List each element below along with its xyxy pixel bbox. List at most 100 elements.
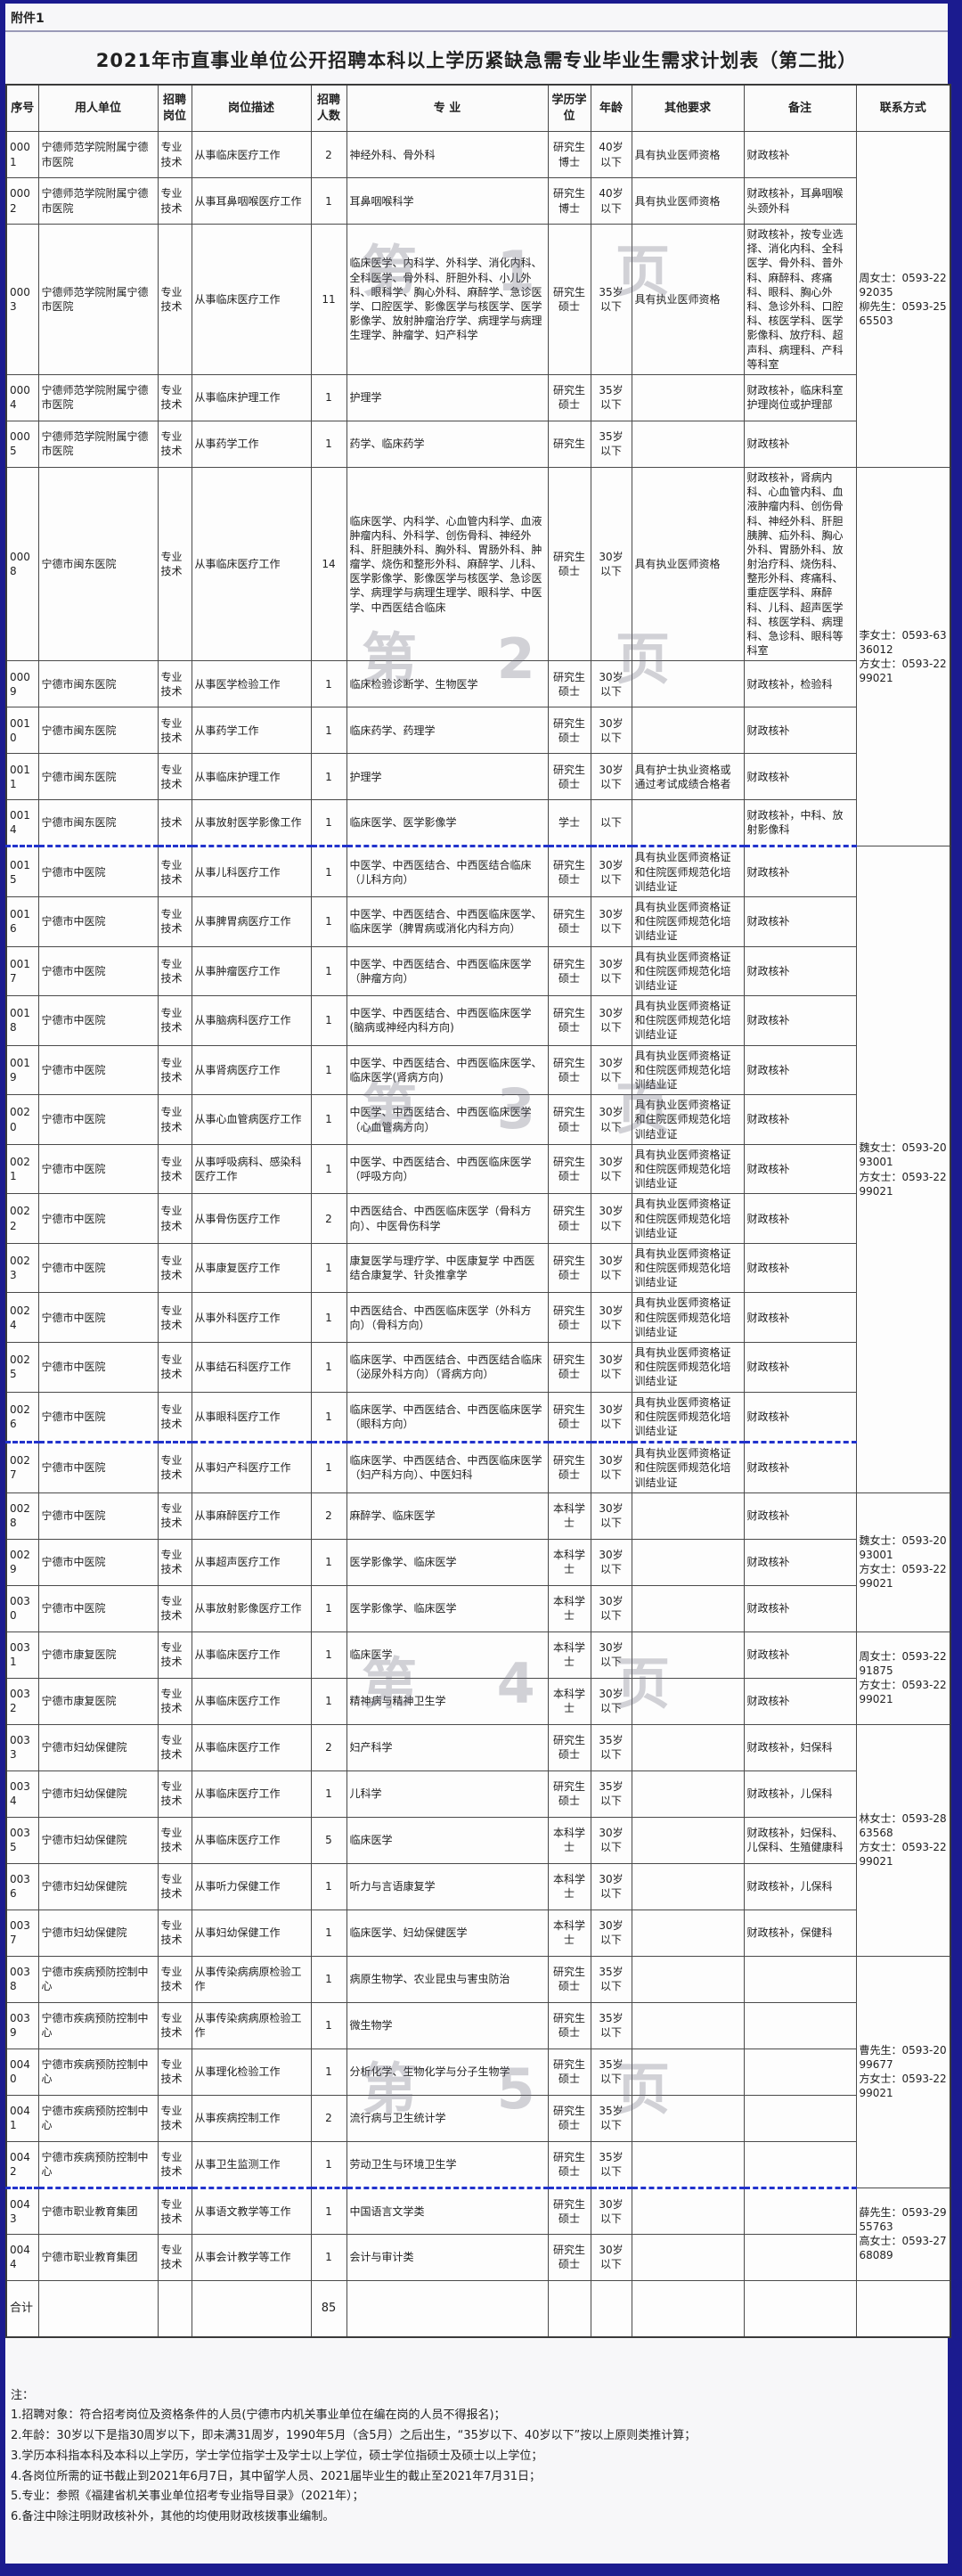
cell-id: 0010 bbox=[5, 707, 39, 755]
cell-post: 专业技术 bbox=[157, 895, 192, 947]
cell-post: 专业技术 bbox=[157, 1538, 192, 1586]
cell-contact: 薛先生：0593-2955763 高女士：0593-2768089 bbox=[855, 2187, 951, 2281]
cell-degree: 研究生硕士 bbox=[547, 753, 591, 801]
cell-unit: 宁德市中医院 bbox=[37, 1391, 159, 1444]
cell-post: 专业技术 bbox=[157, 707, 192, 755]
col-header-unit: 用人单位 bbox=[37, 84, 159, 133]
cell-degree: 研究生博士 bbox=[547, 177, 591, 225]
cell-duty: 从事传染病病原检验工作 bbox=[191, 1955, 312, 2003]
table-row: 0040 宁德市疾病预防控制中心 专业技术 从事理化检验工作 1 分析化学、生物化学与分子… bbox=[5, 2048, 950, 2096]
cell-degree: 研究生硕士 bbox=[547, 1044, 591, 1096]
cell-age: 30岁以下 bbox=[590, 660, 632, 708]
cell-note: 财政核补 bbox=[743, 1538, 857, 1586]
cell-note: 财政核补，妇保科 bbox=[743, 1723, 857, 1771]
cell-note: 财政核补 bbox=[743, 1094, 857, 1145]
cell-count: 1 bbox=[310, 420, 347, 468]
cell-unit: 宁德师范学院附属宁德市医院 bbox=[37, 224, 159, 375]
cell-note: 财政核补 bbox=[743, 1677, 857, 1725]
cell-degree: 本科学士 bbox=[547, 1862, 591, 1910]
cell-id: 0029 bbox=[5, 1538, 39, 1586]
cell-major: 中西医结合、中西医临床医学（外科方向）（骨科方向） bbox=[346, 1292, 549, 1344]
total-label: 合计 bbox=[5, 2279, 39, 2338]
cell-degree: 研究生硕士 bbox=[547, 1770, 591, 1818]
table-row: 0030 宁德市中医院 专业技术 从事放射影像医疗工作 1 医学影像学、临床医学 本科学士 3… bbox=[5, 1584, 950, 1632]
cell-major: 中医学、中西医结合、中西医临床医学(脑病或神经内科方向) bbox=[346, 995, 549, 1046]
table-row: 0019 宁德市中医院 专业技术 从事肾病医疗工作 1 中医学、中西医结合、中西医临床医学… bbox=[5, 1044, 950, 1096]
cell-other: 具有执业医师资格证和住院医师规范化培训结业证 bbox=[631, 1292, 745, 1344]
cell-other: 具有执业医师资格证和住院医师规范化培训结业证 bbox=[631, 846, 745, 897]
cell-degree: 研究生硕士 bbox=[547, 895, 591, 947]
table-row: 0004 宁德师范学院附属宁德市医院 专业技术 从事临床护理工作 1 护理学 研究生硕士 35… bbox=[5, 373, 950, 421]
cell-duty: 从事临床医疗工作 bbox=[191, 1631, 312, 1679]
cell-note: 财政核补，中科、放射影像科 bbox=[743, 799, 857, 848]
table-row: 0005 宁德师范学院附属宁德市医院 专业技术 从事药学工作 1 药学、临床药学 研究生 35… bbox=[5, 420, 950, 468]
cell-unit: 宁德市中医院 bbox=[37, 846, 159, 897]
cell-other bbox=[631, 2001, 745, 2049]
cell-post: 专业技术 bbox=[157, 1391, 192, 1444]
cell-degree: 学士 bbox=[547, 799, 591, 848]
cell-major: 听力与言语康复学 bbox=[346, 1862, 549, 1910]
total-empty-cell bbox=[547, 2279, 591, 2338]
cell-age: 35岁以下 bbox=[590, 1723, 632, 1771]
cell-age: 30岁以下 bbox=[590, 2233, 632, 2281]
table-row: 0010 宁德市闽东医院 专业技术 从事药学工作 1 临床药学、药理学 研究生硕士 30岁以下… bbox=[5, 707, 950, 755]
recruitment-table: 序号 用人单位 招聘岗位 岗位描述 招聘人数 专 业 学历学位 年龄 其他要求 … bbox=[5, 84, 951, 2338]
footnote-line: 4.各岗位所需的证书截止到2021年6月7日，其中留学人员、2021届毕业生的截… bbox=[11, 2469, 542, 2483]
cell-note: 财政核补，保健科 bbox=[743, 1909, 857, 1957]
total-empty-cell bbox=[590, 2279, 632, 2338]
cell-unit: 宁德市中医院 bbox=[37, 1538, 159, 1586]
col-header-id: 序号 bbox=[5, 84, 39, 133]
cell-count: 2 bbox=[310, 1723, 347, 1771]
cell-major: 临床医学、内科学、外科学、消化内科、全科医学、骨外科、肝胆外科、小儿外科、眼科学… bbox=[346, 224, 549, 375]
cell-id: 0024 bbox=[5, 1292, 39, 1344]
cell-note: 财政核补 bbox=[743, 420, 857, 468]
cell-post: 专业技术 bbox=[157, 2140, 192, 2189]
cell-contact: 魏女士：0593-2093001 方女士：0593-2299021 bbox=[855, 1492, 951, 1632]
cell-duty: 从事卫生监测工作 bbox=[191, 2140, 312, 2189]
cell-count: 1 bbox=[310, 1391, 347, 1444]
cell-contact: 魏女士：0593-2093001 方女士：0593-2299021 bbox=[855, 846, 951, 1493]
cell-id: 0004 bbox=[5, 373, 39, 421]
cell-unit: 宁德市疾病预防控制中心 bbox=[37, 2001, 159, 2049]
table-body: 0001 宁德师范学院附属宁德市医院 专业技术 从事临床医疗工作 2 神经外科、骨外科 研究… bbox=[5, 131, 951, 2281]
cell-id: 0017 bbox=[5, 945, 39, 997]
cell-age: 30岁以下 bbox=[590, 945, 632, 997]
cell-id: 0035 bbox=[5, 1816, 39, 1864]
cell-age: 35岁以下 bbox=[590, 1770, 632, 1818]
cell-other bbox=[631, 1723, 745, 1771]
cell-age: 30岁以下 bbox=[590, 1094, 632, 1145]
cell-degree: 研究生硕士 bbox=[547, 1442, 591, 1493]
cell-count: 1 bbox=[310, 2233, 347, 2281]
cell-duty: 从事妇幼保健工作 bbox=[191, 1909, 312, 1957]
table-row: 0018 宁德市中医院 专业技术 从事脑病科医疗工作 1 中医学、中西医结合、中西医临床医… bbox=[5, 995, 950, 1046]
cell-major: 中国语言文学类 bbox=[346, 2187, 549, 2235]
footnote-line: 6.备注中除注明财政核补外，其他的均使用财政核拨事业编制。 bbox=[11, 2510, 335, 2524]
cell-count: 1 bbox=[310, 846, 347, 897]
cell-degree: 研究生硕士 bbox=[547, 707, 591, 755]
cell-post: 专业技术 bbox=[157, 1723, 192, 1771]
cell-unit: 宁德市中医院 bbox=[37, 1094, 159, 1145]
cell-post: 专业技术 bbox=[157, 1631, 192, 1679]
cell-post: 专业技术 bbox=[157, 177, 192, 225]
table-row: 0024 宁德市中医院 专业技术 从事外科医疗工作 1 中西医结合、中西医临床医学（外科方… bbox=[5, 1292, 950, 1344]
cell-other bbox=[631, 2187, 745, 2235]
cell-age: 35岁以下 bbox=[590, 2140, 632, 2189]
cell-major: 临床医学 bbox=[346, 1816, 549, 1864]
cell-major: 中医学、中西医结合、中西医临床医学、临床医学（脾胃病或消化内科方向） bbox=[346, 895, 549, 947]
cell-other: 具有执业医师资格证和住院医师规范化培训结业证 bbox=[631, 1143, 745, 1195]
cell-post: 专业技术 bbox=[157, 995, 192, 1046]
cell-count: 1 bbox=[310, 2048, 347, 2096]
cell-unit: 宁德市中医院 bbox=[37, 1044, 159, 1096]
cell-unit: 宁德市闽东医院 bbox=[37, 660, 159, 708]
cell-note bbox=[743, 1955, 857, 2003]
cell-count: 1 bbox=[310, 1442, 347, 1493]
cell-post: 专业技术 bbox=[157, 1584, 192, 1632]
cell-degree: 研究生硕士 bbox=[547, 373, 591, 421]
cell-unit: 宁德师范学院附属宁德市医院 bbox=[37, 420, 159, 468]
cell-post: 专业技术 bbox=[157, 1770, 192, 1818]
cell-unit: 宁德市疾病预防控制中心 bbox=[37, 2140, 159, 2189]
cell-degree: 研究生硕士 bbox=[547, 1242, 591, 1294]
cell-post: 专业技术 bbox=[157, 1862, 192, 1910]
cell-unit: 宁德市中医院 bbox=[37, 1492, 159, 1540]
total-empty-cell bbox=[37, 2279, 159, 2338]
